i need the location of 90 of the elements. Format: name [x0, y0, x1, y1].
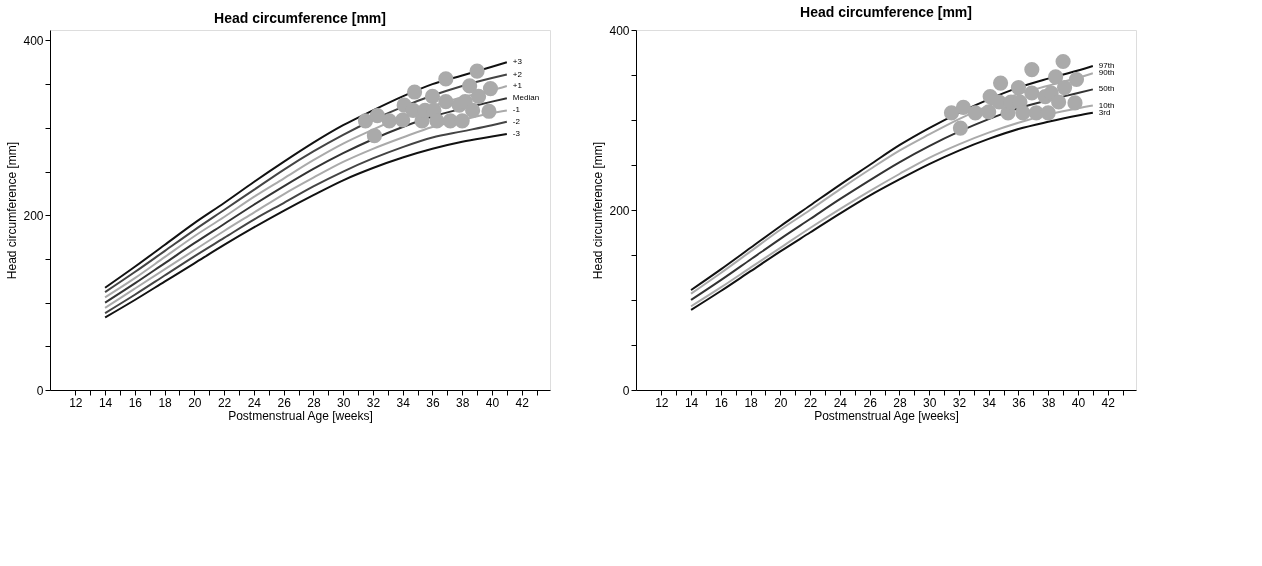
x-tick-label: 28: [307, 395, 321, 410]
x-tick-label: 20: [774, 395, 788, 410]
x-tick-label: 16: [128, 395, 143, 410]
y-tick-label: 0: [36, 383, 44, 398]
x-tick-label: 36: [426, 395, 440, 410]
x-tick-label: 26: [277, 395, 292, 410]
chart-title: Head circumference [mm]: [214, 10, 386, 26]
point: [438, 71, 454, 87]
point: [1056, 80, 1073, 96]
point: [438, 94, 454, 110]
x-tick-label: 38: [1042, 395, 1056, 410]
x-tick-label: 14: [98, 395, 113, 410]
point: [395, 112, 411, 128]
y-tick-label: 0: [622, 383, 630, 398]
series-label: -3: [512, 128, 521, 138]
x-tick-label: 42: [515, 395, 530, 410]
point: [1024, 85, 1040, 101]
x-tick-label: 28: [893, 395, 907, 410]
x-tick-label: 32: [366, 395, 381, 410]
x-tick-label: 40: [485, 395, 500, 410]
point: [1048, 69, 1064, 85]
point: [470, 88, 487, 104]
point: [1040, 105, 1056, 121]
x-tick-label: 34: [982, 395, 997, 410]
series-label: 10th: [1098, 100, 1115, 110]
x-tick-label: 20: [188, 395, 202, 410]
point: [1051, 94, 1067, 110]
point: [482, 80, 499, 97]
point: [1055, 53, 1071, 70]
x-tick-label: 16: [714, 395, 729, 410]
point: [1024, 62, 1040, 78]
series-label: +3: [512, 57, 523, 67]
point: [952, 120, 968, 136]
x-tick-label: 26: [863, 395, 878, 410]
x-tick-label: 22: [217, 395, 232, 410]
series-label: 97th: [1098, 61, 1115, 70]
point: [469, 63, 485, 79]
point: [429, 113, 445, 129]
y-tick-label: 400: [23, 33, 44, 48]
point: [369, 108, 385, 124]
series-label: -2: [512, 116, 521, 126]
y-tick-label: 200: [609, 203, 630, 218]
series-label: 90th: [1098, 68, 1115, 78]
x-tick-label: 42: [1101, 395, 1116, 410]
x-axis-title: Postmenstrual Age [weeks]: [814, 408, 959, 423]
y-tick-label: 200: [23, 208, 44, 223]
point: [943, 105, 960, 121]
x-axis-title: Postmenstrual Age [weeks]: [228, 408, 373, 423]
point: [381, 113, 397, 129]
x-tick-label: 34: [396, 395, 411, 410]
series-label: 3rd: [1098, 107, 1111, 117]
point: [955, 99, 971, 115]
x-tick-label: 18: [744, 395, 759, 410]
chart-title: Head circumference [mm]: [800, 4, 972, 20]
point: [481, 103, 497, 119]
point: [454, 113, 470, 129]
x-tick-label: 32: [952, 395, 967, 410]
series-label: 50th: [1098, 84, 1115, 94]
point: [465, 102, 481, 118]
x-tick-label: 36: [1012, 395, 1026, 410]
x-tick-label: 40: [1071, 395, 1086, 410]
y-tick-label: 400: [609, 23, 630, 38]
point: [967, 105, 983, 121]
x-tick-label: 12: [69, 395, 83, 410]
x-tick-label: 30: [336, 395, 351, 410]
y-axis-title: Head circumference [mm]: [591, 141, 606, 280]
x-tick-label: 38: [456, 395, 470, 410]
series-label: -1: [512, 105, 521, 115]
series-label: +1: [512, 80, 523, 90]
point: [424, 88, 441, 104]
x-tick-label: 18: [158, 395, 173, 410]
x-tick-label: 24: [833, 395, 848, 410]
point: [407, 84, 423, 100]
point: [1067, 95, 1083, 111]
x-tick-label: 14: [684, 395, 699, 410]
point: [357, 113, 374, 129]
point: [981, 104, 997, 120]
point: [1068, 71, 1085, 88]
point: [462, 78, 478, 94]
x-tick-label: 24: [247, 395, 262, 410]
y-axis-title: Head circumference [mm]: [5, 141, 20, 280]
point: [366, 128, 382, 144]
x-tick-label: 12: [655, 395, 669, 410]
point: [1015, 105, 1031, 121]
point: [993, 75, 1009, 91]
point: [1010, 80, 1027, 96]
series-label: Median: [512, 93, 540, 103]
series-label: +2: [512, 69, 523, 79]
x-tick-label: 22: [803, 395, 818, 410]
x-tick-label: 30: [922, 395, 937, 410]
